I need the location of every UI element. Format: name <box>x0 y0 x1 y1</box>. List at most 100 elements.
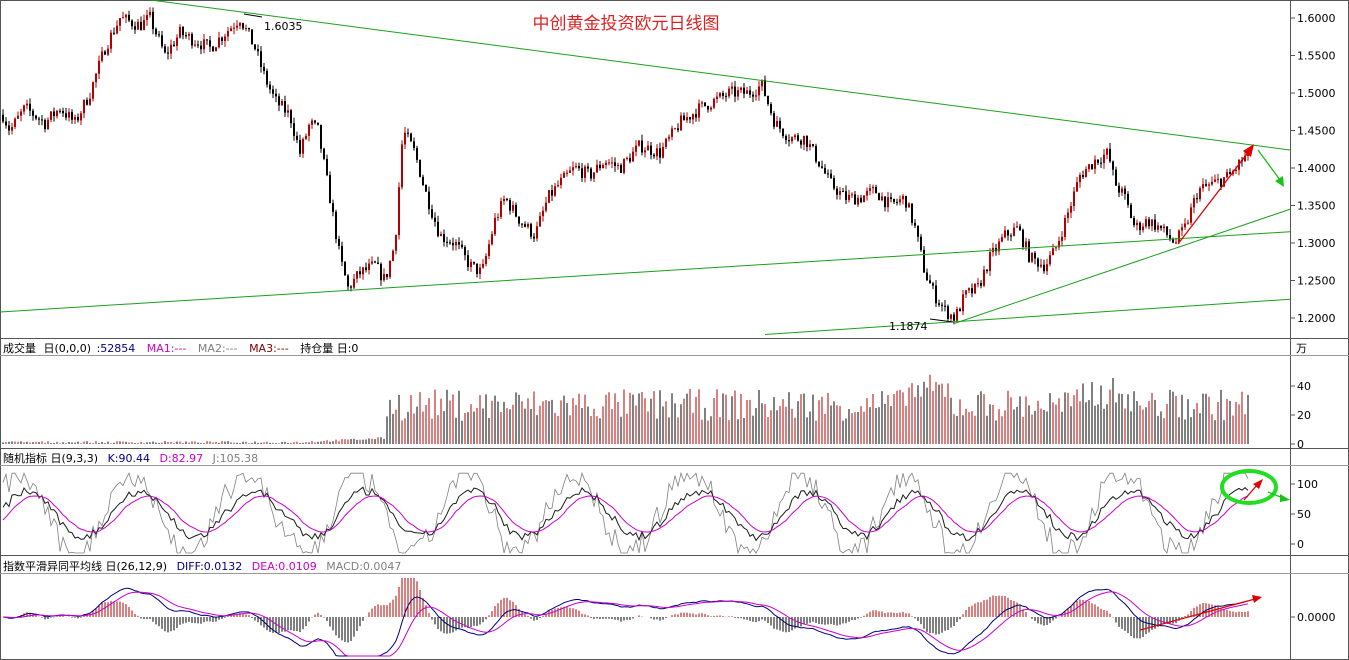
candle-body <box>362 267 364 275</box>
candle-body <box>212 46 214 52</box>
candle-body <box>599 164 601 169</box>
price-tick-label: 1.3000 <box>1297 237 1336 250</box>
candle-body <box>83 99 85 114</box>
candle-body <box>1034 252 1036 259</box>
price-tick-label: 1.3500 <box>1297 200 1336 213</box>
candle-body <box>248 28 250 30</box>
candle-body <box>17 115 19 119</box>
candle-body <box>1130 204 1132 219</box>
price-tick-label: 1.2000 <box>1297 312 1336 325</box>
candle-body <box>251 29 253 45</box>
candle-body <box>512 204 514 211</box>
candle-body <box>659 148 661 158</box>
candle-body <box>950 314 952 319</box>
high-leader-line <box>243 13 263 18</box>
candle-body <box>713 98 715 108</box>
kdj-k: K:90.44 <box>108 452 150 465</box>
candle-body <box>833 178 835 189</box>
candle-body <box>1070 206 1072 213</box>
candle-body <box>1166 226 1168 236</box>
candle-body <box>1076 182 1078 192</box>
candle-body <box>1106 148 1108 155</box>
macd-dea-line <box>2 591 1249 657</box>
candle-body <box>329 175 331 204</box>
candle-body <box>125 14 127 18</box>
candle-body <box>1022 229 1024 247</box>
candle-body <box>749 90 751 95</box>
candle-body <box>2 114 4 122</box>
candle-body <box>1151 219 1153 227</box>
candle-body <box>254 44 256 50</box>
candle-body <box>128 14 130 21</box>
candle-body <box>1199 188 1201 200</box>
candle-body <box>194 44 196 46</box>
candle-body <box>776 120 778 127</box>
candle-body <box>965 290 967 295</box>
candle-body <box>98 60 100 74</box>
candle-body <box>1046 264 1048 272</box>
candle-body <box>704 102 706 106</box>
candle-body <box>101 51 103 61</box>
candle-body <box>1157 225 1159 230</box>
candle-body <box>137 21 139 30</box>
high-price-label: 1.6035 <box>264 20 303 33</box>
macd-diff: DIFF:0.0132 <box>177 560 243 573</box>
candle-body <box>1184 223 1186 228</box>
price-tick-label: 1.4500 <box>1297 125 1336 138</box>
candle-body <box>893 198 895 202</box>
macd-histogram <box>2 578 1249 657</box>
candle-body <box>296 135 298 140</box>
volume-ma3: MA3:--- <box>249 342 289 355</box>
candle-body <box>710 107 712 110</box>
candle-body <box>572 167 574 171</box>
candle-body <box>686 117 688 121</box>
candle-body <box>590 168 592 179</box>
candle-body <box>725 95 727 97</box>
candle-body <box>647 145 649 151</box>
macd-red-arrow <box>1139 595 1262 631</box>
candle-body <box>203 39 205 50</box>
candle-body <box>1223 177 1225 187</box>
candle-body <box>1220 178 1222 187</box>
candle-body <box>26 103 28 106</box>
candle-body <box>692 114 694 120</box>
candle-body <box>449 242 451 244</box>
candle-body <box>806 135 808 148</box>
low-price-label: 1.1874 <box>889 320 928 333</box>
candle-body <box>323 148 325 159</box>
candle-body <box>221 37 223 41</box>
candle-body <box>50 111 52 120</box>
candle-body <box>227 31 229 37</box>
candle-body <box>845 191 847 201</box>
candle-body <box>380 263 382 281</box>
candle-body <box>23 105 25 112</box>
candle-body <box>734 86 736 97</box>
candle-body <box>182 26 184 36</box>
trendlines <box>0 0 1291 335</box>
candle-body <box>740 87 742 91</box>
kdj-k-line <box>2 486 1249 542</box>
candle-body <box>410 133 412 142</box>
candle-body <box>461 244 463 248</box>
volume-unit: 万 <box>1296 342 1307 355</box>
candle-body <box>266 70 268 85</box>
candle-body <box>977 283 979 285</box>
candle-body <box>500 201 502 218</box>
price-tick-label: 1.5000 <box>1297 87 1336 100</box>
candle-body <box>785 135 787 141</box>
candle-body <box>533 236 535 239</box>
candle-body <box>695 114 697 118</box>
candle-body <box>401 144 403 188</box>
candle-body <box>596 164 598 173</box>
candle-body <box>8 125 10 131</box>
candle-body <box>491 234 493 245</box>
candle-body <box>602 164 604 169</box>
candle-body <box>1145 219 1147 227</box>
candle-body <box>1043 264 1045 272</box>
candle-body <box>911 203 913 223</box>
candle-body <box>1061 236 1063 241</box>
candle-body <box>980 283 982 286</box>
candle-body <box>77 117 79 121</box>
candle-body <box>140 21 142 31</box>
candle-body <box>896 201 898 203</box>
